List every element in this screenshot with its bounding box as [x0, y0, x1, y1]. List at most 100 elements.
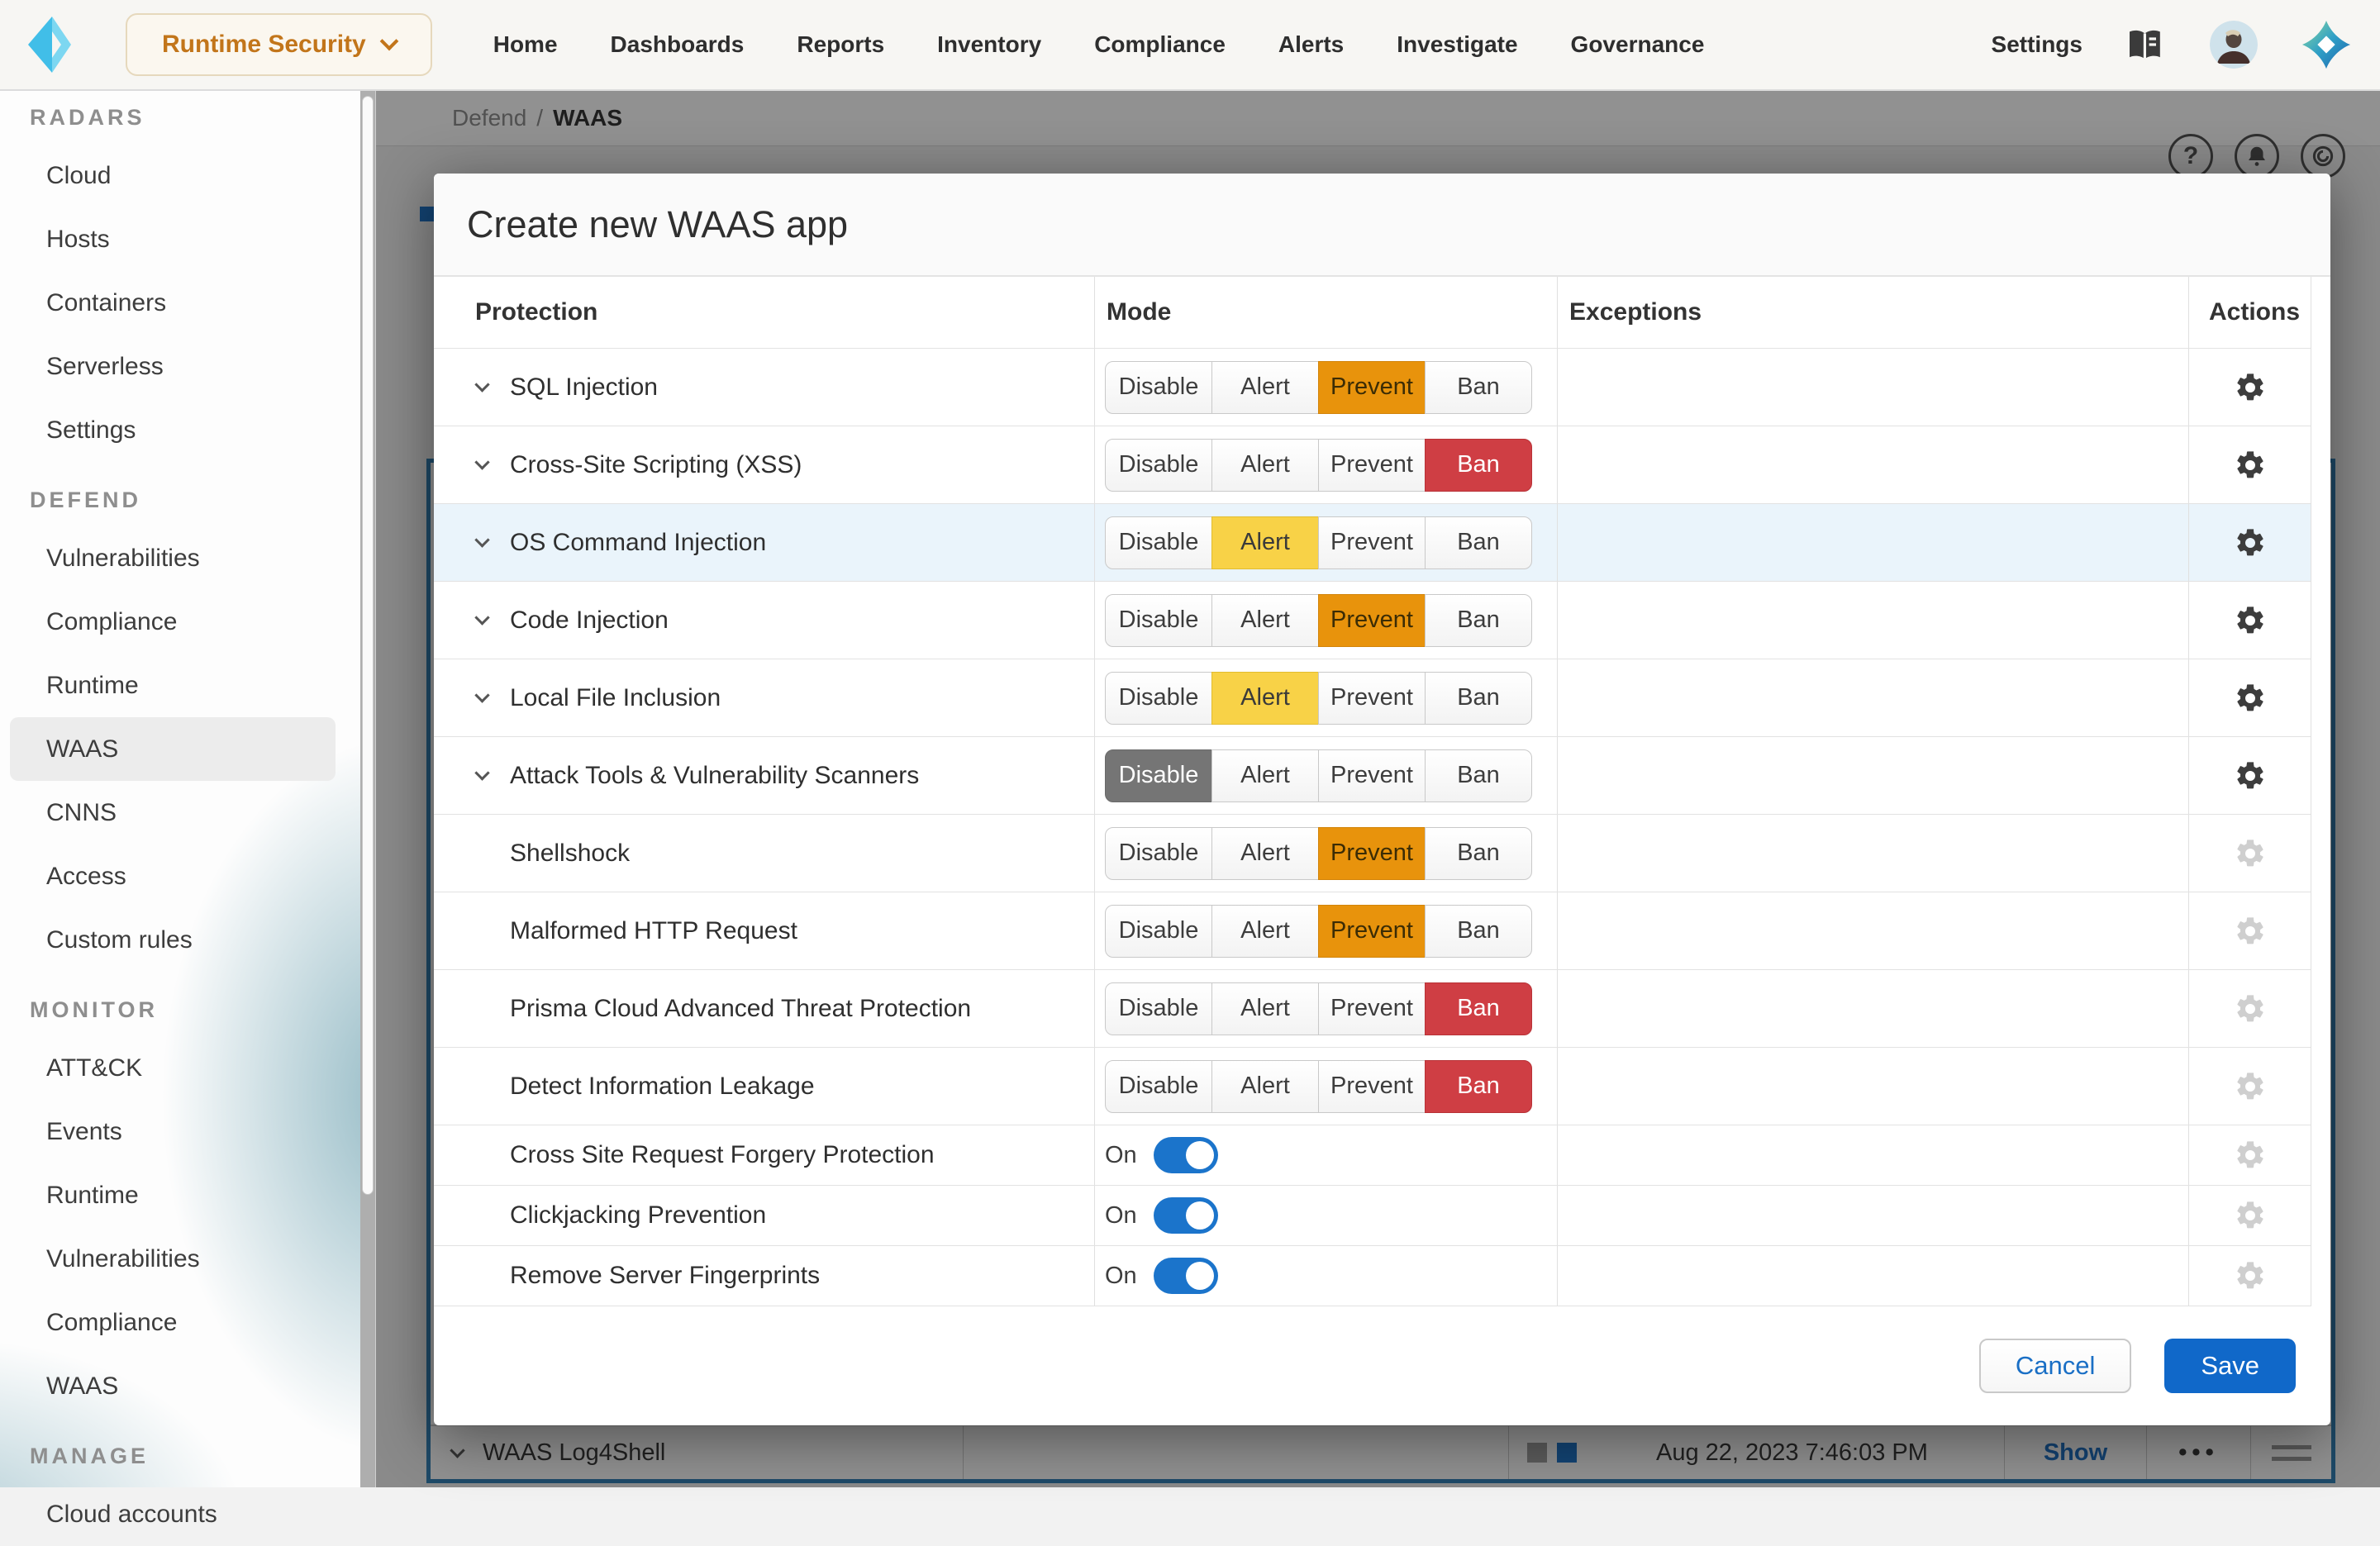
sidebar-scrollbar-thumb[interactable]: [362, 96, 374, 1195]
mode-prevent-button-attack-tools-vulnerability-scanners[interactable]: Prevent: [1318, 749, 1426, 802]
mode-prevent-button-cross-site-scripting-xss[interactable]: Prevent: [1318, 439, 1426, 492]
mode-alert-button-detect-information-leakage[interactable]: Alert: [1211, 1060, 1319, 1113]
settings-link[interactable]: Settings: [1992, 31, 2082, 58]
expand-chevron-icon[interactable]: [474, 532, 489, 547]
mode-alert-button-local-file-inclusion[interactable]: Alert: [1211, 672, 1319, 725]
sidebar-item-radars-hosts[interactable]: Hosts: [10, 207, 336, 271]
mode-alert-button-cross-site-scripting-xss[interactable]: Alert: [1211, 439, 1319, 492]
settings-gear-icon[interactable]: [2234, 915, 2267, 948]
nav-item-home[interactable]: Home: [493, 31, 558, 58]
mode-disable-button-attack-tools-vulnerability-scanners[interactable]: Disable: [1105, 749, 1212, 802]
nav-item-alerts[interactable]: Alerts: [1278, 31, 1344, 58]
mode-disable-button-shellshock[interactable]: Disable: [1105, 827, 1212, 880]
mode-alert-button-malformed-http-request[interactable]: Alert: [1211, 905, 1319, 958]
nav-item-governance[interactable]: Governance: [1571, 31, 1705, 58]
settings-gear-icon[interactable]: [2234, 992, 2267, 1025]
mode-ban-button-sql-injection[interactable]: Ban: [1425, 361, 1532, 414]
settings-gear-icon[interactable]: [2234, 604, 2267, 637]
sidebar-item-defend-vulnerabilities[interactable]: Vulnerabilities: [10, 526, 336, 590]
prisma-cloud-logo-icon[interactable]: [2301, 19, 2352, 70]
mode-prevent-button-code-injection[interactable]: Prevent: [1318, 594, 1426, 647]
expand-chevron-icon[interactable]: [474, 377, 489, 392]
mode-ban-button-code-injection[interactable]: Ban: [1425, 594, 1532, 647]
settings-gear-icon[interactable]: [2234, 682, 2267, 715]
mode-ban-button-os-command-injection[interactable]: Ban: [1425, 516, 1532, 569]
expand-chevron-icon[interactable]: [474, 687, 489, 702]
mode-alert-button-sql-injection[interactable]: Alert: [1211, 361, 1319, 414]
mode-disable-button-sql-injection[interactable]: Disable: [1105, 361, 1212, 414]
sidebar-scrollbar-track[interactable]: [360, 91, 375, 1487]
expand-chevron-icon[interactable]: [474, 765, 489, 780]
nav-item-reports[interactable]: Reports: [797, 31, 884, 58]
user-avatar[interactable]: [2210, 21, 2258, 69]
mode-disable-button-local-file-inclusion[interactable]: Disable: [1105, 672, 1212, 725]
mode-disable-button-code-injection[interactable]: Disable: [1105, 594, 1212, 647]
mode-alert-button-shellshock[interactable]: Alert: [1211, 827, 1319, 880]
mode-ban-button-detect-information-leakage[interactable]: Ban: [1425, 1060, 1532, 1113]
sidebar-item-defend-waas[interactable]: WAAS: [10, 717, 336, 781]
sidebar-item-defend-compliance[interactable]: Compliance: [10, 590, 336, 654]
mode-prevent-button-prisma-cloud-advanced-threat-protection[interactable]: Prevent: [1318, 982, 1426, 1035]
mode-alert-button-prisma-cloud-advanced-threat-protection[interactable]: Alert: [1211, 982, 1319, 1035]
mode-prevent-button-sql-injection[interactable]: Prevent: [1318, 361, 1426, 414]
protection-table: Protection Mode Exceptions Actions SQL I…: [434, 277, 2311, 1306]
toggle-switch-remove-server-fingerprints[interactable]: [1154, 1258, 1218, 1294]
settings-gear-icon[interactable]: [2234, 526, 2267, 559]
product-switcher[interactable]: Runtime Security: [126, 13, 432, 76]
sidebar-item-defend-cnns[interactable]: CNNS: [10, 781, 336, 844]
mode-disable-button-malformed-http-request[interactable]: Disable: [1105, 905, 1212, 958]
toggle-switch-cross-site-request-forgery-protection[interactable]: [1154, 1137, 1218, 1173]
sidebar-item-radars-containers[interactable]: Containers: [10, 271, 336, 335]
nav-item-inventory[interactable]: Inventory: [937, 31, 1041, 58]
mode-ban-button-shellshock[interactable]: Ban: [1425, 827, 1532, 880]
sidebar-item-monitor-compliance[interactable]: Compliance: [10, 1291, 336, 1354]
cancel-button[interactable]: Cancel: [1979, 1339, 2132, 1393]
sidebar-item-manage-cloud-accounts[interactable]: Cloud accounts: [10, 1482, 336, 1546]
mode-alert-button-attack-tools-vulnerability-scanners[interactable]: Alert: [1211, 749, 1319, 802]
sidebar-item-defend-access[interactable]: Access: [10, 844, 336, 908]
nav-item-dashboards[interactable]: Dashboards: [611, 31, 745, 58]
mode-alert-button-code-injection[interactable]: Alert: [1211, 594, 1319, 647]
mode-prevent-button-detect-information-leakage[interactable]: Prevent: [1318, 1060, 1426, 1113]
mode-disable-button-prisma-cloud-advanced-threat-protection[interactable]: Disable: [1105, 982, 1212, 1035]
settings-gear-icon[interactable]: [2234, 1259, 2267, 1292]
mode-prevent-button-local-file-inclusion[interactable]: Prevent: [1318, 672, 1426, 725]
sidebar-item-monitor-waas[interactable]: WAAS: [10, 1354, 336, 1418]
mode-ban-button-prisma-cloud-advanced-threat-protection[interactable]: Ban: [1425, 982, 1532, 1035]
mode-prevent-button-malformed-http-request[interactable]: Prevent: [1318, 905, 1426, 958]
mode-disable-button-detect-information-leakage[interactable]: Disable: [1105, 1060, 1212, 1113]
mode-disable-button-os-command-injection[interactable]: Disable: [1105, 516, 1212, 569]
toggle-switch-clickjacking-prevention[interactable]: [1154, 1197, 1218, 1234]
documentation-book-icon[interactable]: [2125, 26, 2167, 63]
sidebar-item-radars-settings[interactable]: Settings: [10, 398, 336, 462]
sidebar-item-monitor-att-ck[interactable]: ATT&CK: [10, 1036, 336, 1100]
sidebar-item-monitor-runtime[interactable]: Runtime: [10, 1163, 336, 1227]
settings-gear-icon[interactable]: [2234, 449, 2267, 482]
settings-gear-icon[interactable]: [2234, 1199, 2267, 1232]
mode-alert-button-os-command-injection[interactable]: Alert: [1211, 516, 1319, 569]
mode-ban-button-local-file-inclusion[interactable]: Ban: [1425, 672, 1532, 725]
settings-gear-icon[interactable]: [2234, 1139, 2267, 1172]
mode-prevent-button-os-command-injection[interactable]: Prevent: [1318, 516, 1426, 569]
sidebar-item-defend-runtime[interactable]: Runtime: [10, 654, 336, 717]
expand-chevron-icon[interactable]: [474, 610, 489, 625]
save-button[interactable]: Save: [2164, 1339, 2296, 1393]
mode-ban-button-cross-site-scripting-xss[interactable]: Ban: [1425, 439, 1532, 492]
settings-gear-icon[interactable]: [2234, 1070, 2267, 1103]
mode-prevent-button-shellshock[interactable]: Prevent: [1318, 827, 1426, 880]
sidebar-item-monitor-events[interactable]: Events: [10, 1100, 336, 1163]
expand-chevron-icon[interactable]: [474, 454, 489, 469]
mode-ban-button-malformed-http-request[interactable]: Ban: [1425, 905, 1532, 958]
nav-item-compliance[interactable]: Compliance: [1094, 31, 1226, 58]
sidebar-item-radars-serverless[interactable]: Serverless: [10, 335, 336, 398]
table-header-row: Protection Mode Exceptions Actions: [434, 277, 2311, 349]
mode-ban-button-attack-tools-vulnerability-scanners[interactable]: Ban: [1425, 749, 1532, 802]
sidebar-item-radars-cloud[interactable]: Cloud: [10, 144, 336, 207]
settings-gear-icon[interactable]: [2234, 371, 2267, 404]
sidebar-item-monitor-vulnerabilities[interactable]: Vulnerabilities: [10, 1227, 336, 1291]
mode-disable-button-cross-site-scripting-xss[interactable]: Disable: [1105, 439, 1212, 492]
sidebar-item-defend-custom-rules[interactable]: Custom rules: [10, 908, 336, 972]
settings-gear-icon[interactable]: [2234, 759, 2267, 792]
settings-gear-icon[interactable]: [2234, 837, 2267, 870]
nav-item-investigate[interactable]: Investigate: [1397, 31, 1517, 58]
